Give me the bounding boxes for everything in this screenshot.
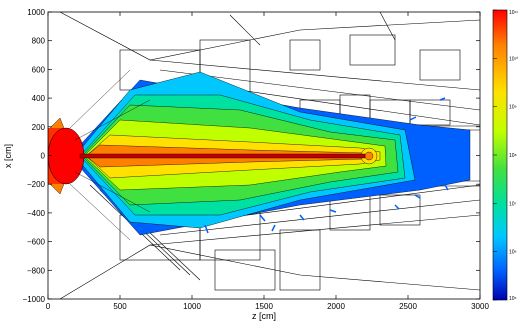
x-tick-label: 2500	[399, 302, 417, 311]
y-tick-label: −600	[27, 238, 46, 247]
y-tick-label: 400	[32, 94, 46, 103]
y-tick-label: 1000	[27, 8, 45, 17]
y-tick-label: −1000	[23, 295, 46, 304]
colorbar-tick-label: 10⁶	[509, 250, 517, 256]
x-axis-label: z [cm]	[252, 311, 276, 321]
y-axis-label: x [cm]	[3, 144, 13, 168]
target-hotspot	[48, 128, 84, 184]
y-tick-label: 200	[32, 123, 46, 132]
x-tick-label: 2000	[327, 302, 345, 311]
y-tick-label: 800	[32, 37, 46, 46]
colorbar-tick-label: 10¹⁰	[509, 56, 518, 62]
y-tick-label: −800	[27, 266, 46, 275]
colorbar-tick-label: 10⁸	[509, 153, 517, 159]
x-tick-label: 0	[46, 302, 51, 311]
x-tick-label: 500	[113, 302, 127, 311]
colorbar-tick-label: 10¹¹	[509, 10, 518, 16]
colorbar-tick-label: 10⁵	[509, 296, 517, 302]
y-tick-label: −200	[27, 180, 46, 189]
x-tick-label: 3000	[471, 302, 489, 311]
y-tick-label: 600	[32, 65, 46, 74]
colorbar-tick-label: 10⁷	[509, 201, 517, 207]
y-tick-label: −400	[27, 209, 46, 218]
x-tick-label: 1000	[183, 302, 201, 311]
beam-pipe	[80, 154, 365, 158]
y-tick-label: 0	[41, 152, 46, 161]
x-tick-label: 1500	[255, 302, 273, 311]
colorbar-tick-label: 10⁹	[509, 105, 517, 111]
colorbar: 10¹¹ 10¹⁰ 10⁹ 10⁸ 10⁷ 10⁶ 10⁵	[493, 10, 518, 302]
